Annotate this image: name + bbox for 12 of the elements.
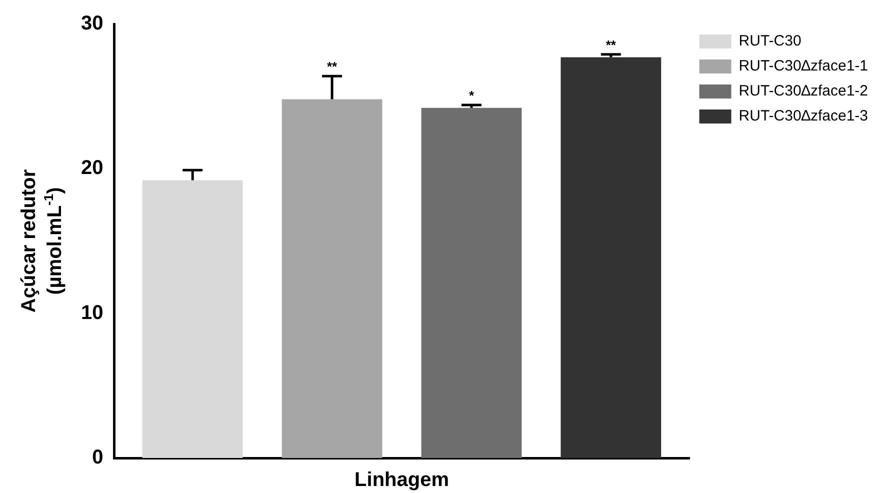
y-tick-label: 0 (92, 446, 104, 469)
annotation: * (468, 88, 475, 104)
y-tick-label: 10 (80, 302, 104, 324)
x-axis-title: Linhagem (354, 469, 449, 491)
legend-label: RUT-C30∆zface1-2 (738, 82, 868, 100)
annotation: ** (606, 37, 617, 52)
legend-label: RUT-C30 (738, 32, 802, 50)
legend-label: RUT-C30∆zface1-3 (738, 108, 868, 125)
legend-label: RUT-C30∆zface1-1 (738, 58, 868, 75)
y-tick-label: 20 (80, 157, 104, 180)
annotation: ** (326, 59, 338, 74)
y-tick-label: 30 (80, 12, 104, 35)
